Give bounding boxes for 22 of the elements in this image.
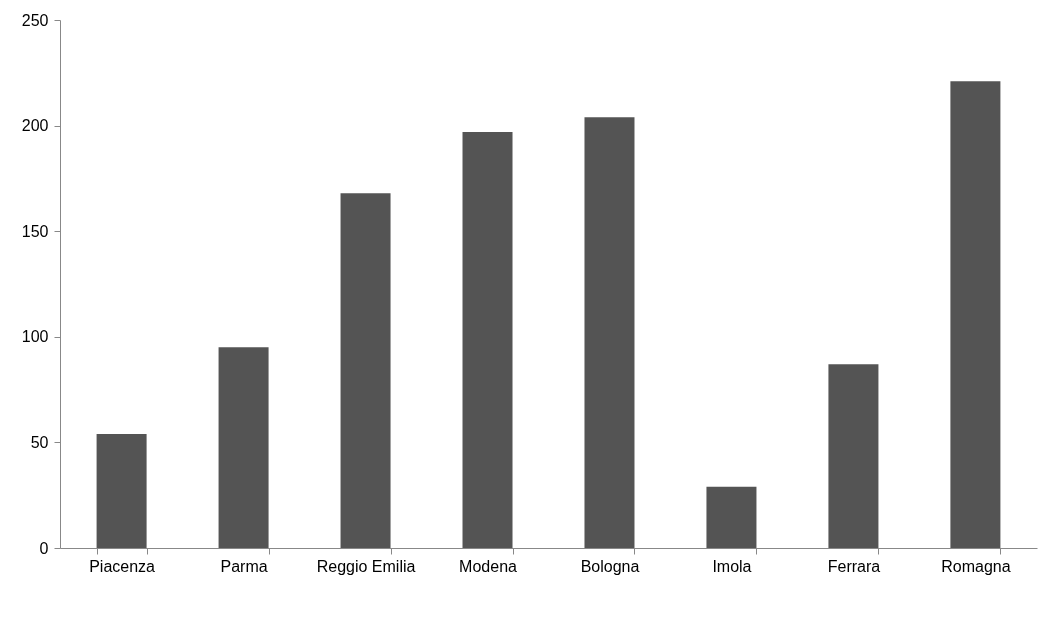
y-tick-label: 150 bbox=[21, 222, 49, 240]
x-tick-label: Modena bbox=[459, 557, 518, 575]
y-tick-label: 0 bbox=[39, 539, 49, 557]
bar bbox=[96, 433, 147, 548]
bar bbox=[340, 193, 391, 548]
y-tick-label: 100 bbox=[21, 328, 49, 346]
x-tick-label: Bologna bbox=[580, 557, 640, 575]
y-tick-label: 250 bbox=[21, 11, 49, 29]
bar bbox=[218, 347, 269, 548]
bar bbox=[584, 117, 635, 548]
bar bbox=[462, 131, 513, 548]
bar bbox=[950, 81, 1001, 548]
x-tick-label: Ferrara bbox=[827, 557, 881, 575]
x-tick-label: Reggio Emilia bbox=[316, 557, 416, 575]
y-tick-label: 200 bbox=[21, 117, 49, 135]
bar bbox=[828, 364, 879, 548]
x-tick-label: Romagna bbox=[941, 557, 1011, 575]
x-tick-label: Parma bbox=[220, 557, 268, 575]
x-tick-label: Piacenza bbox=[89, 557, 156, 575]
x-tick-label: Imola bbox=[712, 557, 752, 575]
bar bbox=[706, 486, 757, 548]
y-tick-label: 50 bbox=[30, 433, 49, 451]
